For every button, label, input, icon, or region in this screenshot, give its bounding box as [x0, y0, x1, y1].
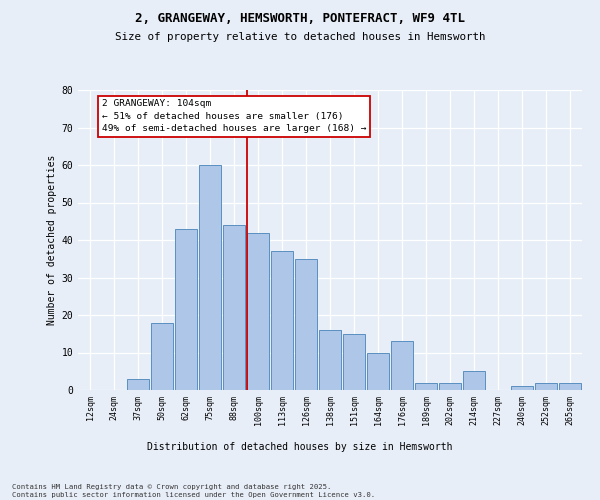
Bar — [199, 165, 221, 390]
Bar — [439, 382, 461, 390]
Bar — [343, 334, 365, 390]
Bar — [391, 341, 413, 390]
Bar — [367, 352, 389, 390]
Bar — [463, 371, 485, 390]
Bar — [559, 382, 581, 390]
Bar — [223, 225, 245, 390]
Text: Size of property relative to detached houses in Hemsworth: Size of property relative to detached ho… — [115, 32, 485, 42]
Bar — [295, 259, 317, 390]
Bar — [247, 232, 269, 390]
Bar — [535, 382, 557, 390]
Bar — [319, 330, 341, 390]
Bar — [127, 379, 149, 390]
Bar — [511, 386, 533, 390]
Bar — [415, 382, 437, 390]
Y-axis label: Number of detached properties: Number of detached properties — [47, 155, 57, 325]
Text: 2 GRANGEWAY: 104sqm
← 51% of detached houses are smaller (176)
49% of semi-detac: 2 GRANGEWAY: 104sqm ← 51% of detached ho… — [102, 100, 367, 134]
Text: Contains HM Land Registry data © Crown copyright and database right 2025.
Contai: Contains HM Land Registry data © Crown c… — [12, 484, 375, 498]
Bar — [175, 229, 197, 390]
Text: Distribution of detached houses by size in Hemsworth: Distribution of detached houses by size … — [147, 442, 453, 452]
Text: 2, GRANGEWAY, HEMSWORTH, PONTEFRACT, WF9 4TL: 2, GRANGEWAY, HEMSWORTH, PONTEFRACT, WF9… — [135, 12, 465, 26]
Bar — [271, 251, 293, 390]
Bar — [151, 322, 173, 390]
